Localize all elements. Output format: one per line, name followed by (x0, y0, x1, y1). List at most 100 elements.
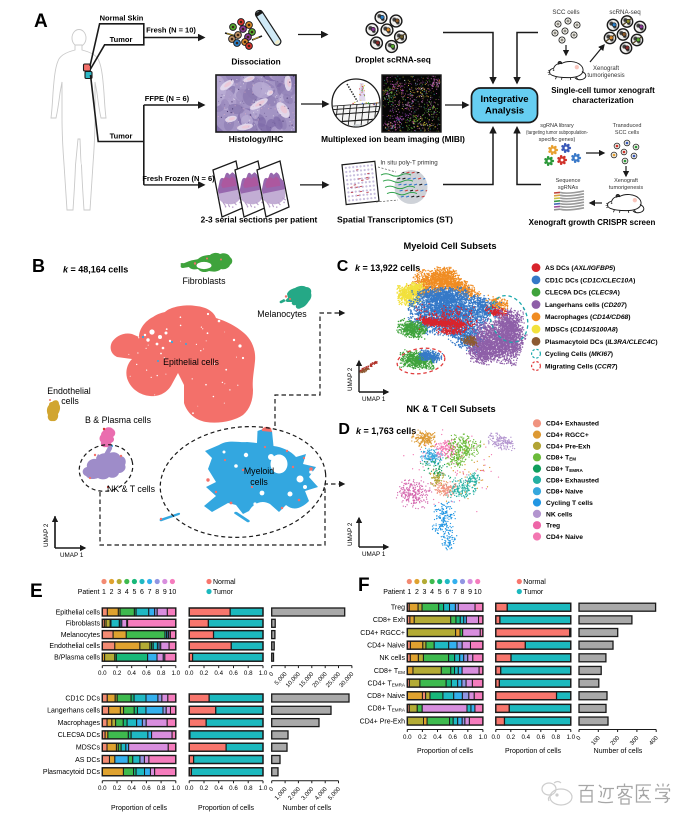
svg-text:CD8+ Naive: CD8+ Naive (367, 693, 405, 700)
svg-text:CD8+ TEMRA: CD8+ TEMRA (368, 706, 406, 713)
svg-text:0.6: 0.6 (142, 785, 151, 792)
svg-text:6: 6 (445, 589, 449, 596)
svg-text:k = 48,164 cells: k = 48,164 cells (63, 265, 128, 275)
svg-text:A: A (34, 11, 48, 32)
svg-text:C: C (337, 258, 349, 275)
svg-text:0.4: 0.4 (214, 785, 223, 792)
svg-text:UMAP 1: UMAP 1 (60, 552, 84, 559)
svg-text:Fibroblasts: Fibroblasts (66, 621, 101, 628)
svg-text:Endothelial cells: Endothelial cells (49, 643, 100, 650)
svg-text:characterization: characterization (572, 96, 633, 105)
svg-text:UMAP 1: UMAP 1 (362, 551, 386, 558)
svg-text:Histology/IHC: Histology/IHC (229, 134, 283, 144)
svg-text:0: 0 (268, 786, 275, 793)
svg-text:D: D (338, 421, 350, 438)
svg-text:tumorigenesis: tumorigenesis (587, 73, 624, 79)
svg-text:3: 3 (117, 589, 121, 596)
svg-text:Number of cells: Number of cells (594, 748, 643, 755)
svg-text:tumorigenesis: tumorigenesis (609, 185, 643, 191)
svg-text:CLEC9A DCs (CLEC9A): CLEC9A DCs (CLEC9A) (545, 290, 620, 297)
svg-text:NK & T Cell Subsets: NK & T Cell Subsets (406, 404, 495, 414)
svg-text:0.0: 0.0 (491, 734, 500, 741)
svg-text:Melanocytes: Melanocytes (61, 632, 101, 639)
svg-text:5: 5 (438, 589, 442, 596)
svg-text:Melanocytes: Melanocytes (257, 309, 307, 319)
svg-text:cells: cells (61, 396, 79, 406)
svg-text:0.8: 0.8 (157, 785, 166, 792)
svg-text:FFPE (N = 6): FFPE (N = 6) (145, 94, 190, 103)
svg-text:0.8: 0.8 (157, 670, 166, 677)
svg-text:Myeloid: Myeloid (244, 466, 274, 476)
svg-text:0.4: 0.4 (127, 670, 136, 677)
svg-text:sgRNA library: sgRNA library (540, 123, 574, 129)
svg-text:SCC cells: SCC cells (615, 130, 639, 136)
svg-text:0.2: 0.2 (200, 670, 209, 677)
svg-text:Tumor: Tumor (110, 35, 133, 44)
svg-text:7: 7 (148, 589, 152, 596)
svg-text:NK cells: NK cells (546, 511, 573, 518)
svg-text:0.6: 0.6 (448, 734, 457, 741)
svg-text:Macrophages: Macrophages (58, 720, 101, 727)
svg-text:Normal: Normal (523, 579, 546, 586)
svg-text:0.6: 0.6 (229, 670, 238, 677)
svg-text:1.0: 1.0 (259, 785, 268, 792)
svg-text:2-3 serial sections per patien: 2-3 serial sections per patient (201, 215, 318, 225)
svg-text:Proportion of cells: Proportion of cells (417, 748, 474, 755)
svg-text:1: 1 (102, 589, 106, 596)
svg-text:5: 5 (132, 589, 136, 596)
svg-text:400: 400 (649, 735, 661, 747)
svg-text:Proportion of cells: Proportion of cells (198, 805, 255, 812)
svg-text:Tumor: Tumor (110, 132, 133, 141)
svg-text:10: 10 (169, 589, 177, 596)
svg-text:B & Plasma cells: B & Plasma cells (85, 415, 152, 425)
svg-text:CD4+ RGCC+: CD4+ RGCC+ (360, 630, 405, 637)
svg-text:0.2: 0.2 (113, 670, 122, 677)
svg-text:NK & T cells: NK & T cells (107, 484, 156, 494)
svg-text:Treg: Treg (391, 605, 405, 612)
svg-text:0.0: 0.0 (98, 785, 107, 792)
svg-text:Myeloid Cell Subsets: Myeloid Cell Subsets (404, 241, 497, 251)
svg-text:k = 1,763 cells: k = 1,763 cells (356, 426, 416, 436)
svg-text:CD4+ Pre-Exh: CD4+ Pre-Exh (360, 718, 405, 725)
svg-text:100: 100 (591, 735, 603, 747)
svg-text:300: 300 (629, 735, 641, 747)
svg-text:Xenograft: Xenograft (614, 178, 638, 184)
svg-text:CD1C DCs (CD1C/CLEC10A): CD1C DCs (CD1C/CLEC10A) (545, 277, 635, 284)
svg-text:1: 1 (407, 589, 411, 596)
svg-text:Cycling T cells: Cycling T cells (546, 500, 593, 507)
svg-text:CD4+ TEMRA: CD4+ TEMRA (368, 680, 406, 687)
svg-text:8: 8 (155, 589, 159, 596)
svg-text:AS DCs (AXL/IGFBP5): AS DCs (AXL/IGFBP5) (545, 265, 615, 272)
svg-text:1.0: 1.0 (171, 670, 180, 677)
svg-text:scRNA-seq: scRNA-seq (609, 9, 641, 16)
svg-text:Integrative: Integrative (480, 94, 528, 105)
svg-text:1.0: 1.0 (566, 734, 575, 741)
svg-text:CD8+ TEMRA: CD8+ TEMRA (546, 466, 583, 473)
svg-text:B/Plasma cells: B/Plasma cells (54, 655, 100, 662)
svg-text:0.4: 0.4 (214, 670, 223, 677)
svg-text:4: 4 (125, 589, 129, 596)
svg-text:0.6: 0.6 (142, 670, 151, 677)
svg-text:10: 10 (474, 589, 482, 596)
svg-text:0.8: 0.8 (244, 785, 253, 792)
svg-text:Normal: Normal (213, 579, 236, 586)
svg-text:UMAP 2: UMAP 2 (347, 522, 354, 546)
svg-text:1.0: 1.0 (259, 670, 268, 677)
svg-text:0.6: 0.6 (536, 734, 545, 741)
svg-text:2: 2 (110, 589, 114, 596)
svg-text:1.0: 1.0 (479, 734, 488, 741)
svg-text:2: 2 (415, 589, 419, 596)
svg-text:200: 200 (610, 735, 622, 747)
svg-text:0.4: 0.4 (127, 785, 136, 792)
svg-text:Xenograft growth CRISPR screen: Xenograft growth CRISPR screen (529, 218, 656, 227)
svg-text:specific genes): specific genes) (539, 137, 576, 143)
svg-text:Dissociation: Dissociation (231, 57, 280, 67)
svg-text:0: 0 (268, 671, 275, 678)
svg-text:0.0: 0.0 (403, 734, 412, 741)
svg-text:0.2: 0.2 (200, 785, 209, 792)
svg-text:0.2: 0.2 (506, 734, 515, 741)
svg-text:0.6: 0.6 (229, 785, 238, 792)
svg-text:CD4+ Exhausted: CD4+ Exhausted (546, 421, 599, 428)
svg-text:CD8+ TEM: CD8+ TEM (546, 455, 576, 462)
svg-text:9: 9 (468, 589, 472, 596)
